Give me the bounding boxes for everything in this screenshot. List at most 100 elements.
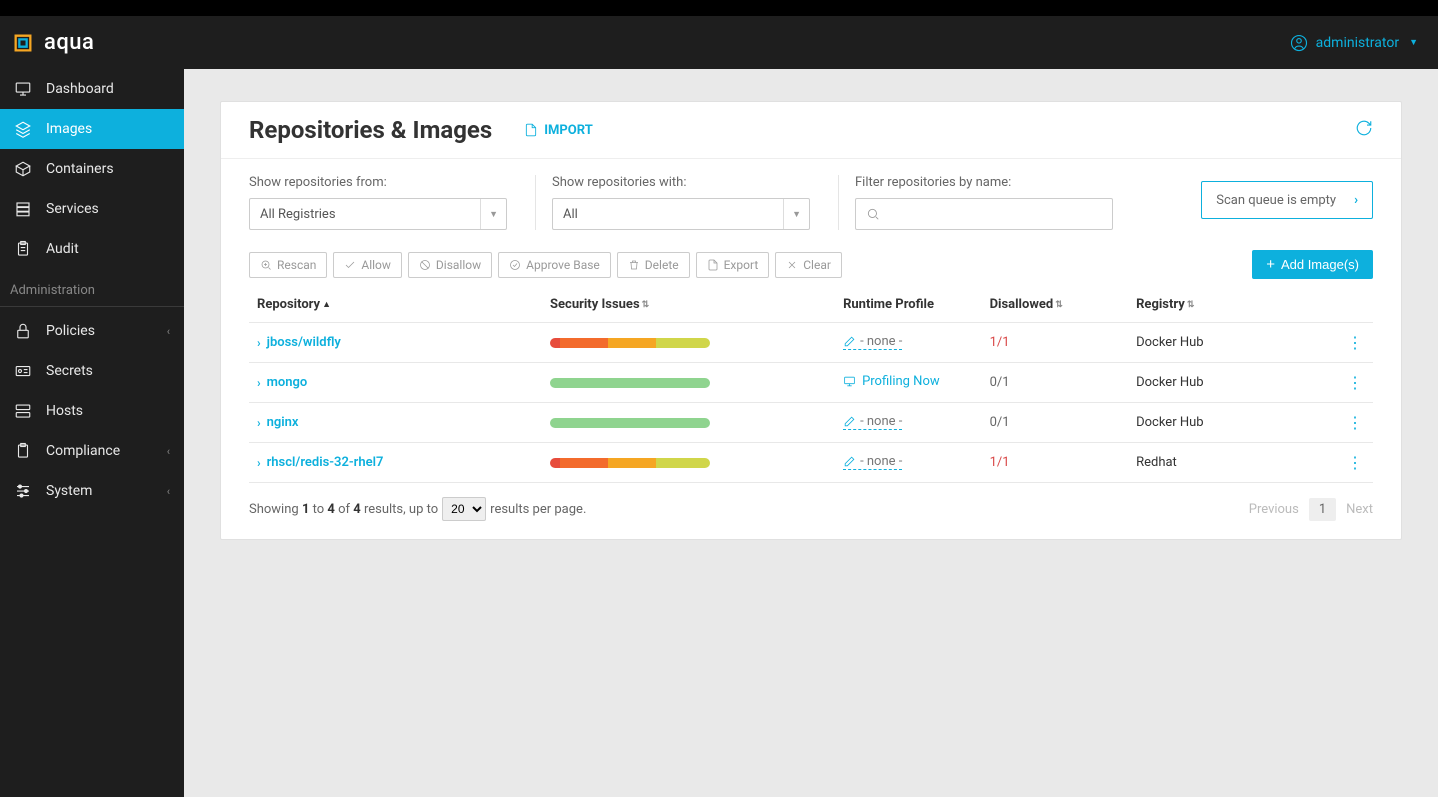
sidebar-item-label: Policies [46, 323, 95, 339]
sidebar-item-system[interactable]: System‹ [0, 471, 184, 511]
export-button[interactable]: Export [696, 252, 770, 278]
sidebar: DashboardImagesContainersServicesAudit A… [0, 69, 184, 797]
monitor-icon [14, 80, 32, 98]
runtime-none[interactable]: - none - [843, 454, 902, 470]
runtime-none[interactable]: - none - [843, 334, 902, 350]
repo-link[interactable]: ›rhscl/redis-32-rhel7 [257, 455, 534, 470]
disallow-button[interactable]: Disallow [408, 252, 492, 278]
chevron-left-icon: ‹ [167, 445, 170, 458]
ban-icon [419, 259, 431, 271]
edit-icon [843, 335, 856, 348]
paste-icon [14, 442, 32, 460]
sidebar-item-hosts[interactable]: Hosts [0, 391, 184, 431]
chevron-right-icon: › [257, 336, 261, 350]
approve-base-button[interactable]: Approve Base [498, 252, 611, 278]
rescan-button[interactable]: Rescan [249, 252, 327, 278]
sort-icon: ⇅ [642, 300, 650, 310]
sidebar-item-label: Dashboard [46, 81, 114, 97]
zoom-icon [260, 259, 272, 271]
kebab-icon: ⋮ [1347, 373, 1363, 392]
user-label: administrator [1316, 35, 1399, 51]
refresh-button[interactable] [1355, 119, 1373, 141]
disallowed-value: 1/1 [990, 455, 1010, 470]
plus-icon: + [1266, 257, 1275, 272]
next-page-button[interactable]: Next [1346, 502, 1373, 517]
row-menu-button[interactable]: ⋮ [1337, 323, 1373, 363]
dropdown-arrow-icon: ▼ [783, 199, 801, 229]
filter-name-label: Filter repositories by name: [855, 175, 1113, 190]
file-icon [707, 259, 719, 271]
repositories-table: Repository▲ Security Issues⇅ Runtime Pro… [249, 289, 1373, 483]
sidebar-item-label: Services [46, 201, 99, 217]
logo-icon [12, 32, 34, 54]
repo-link[interactable]: ›jboss/wildfly [257, 335, 534, 350]
clipboard-icon [14, 240, 32, 258]
runtime-profiling[interactable]: Profiling Now [843, 374, 940, 389]
lock-icon [14, 322, 32, 340]
repo-link[interactable]: ›mongo [257, 375, 534, 390]
table-row: ›nginx- none -0/1Docker Hub⋮ [249, 403, 1373, 443]
col-repository[interactable]: Repository▲ [249, 289, 542, 323]
sidebar-divider [0, 306, 184, 307]
table-row: ›mongo Profiling Now 0/1 Docker Hub ⋮ [249, 363, 1373, 403]
sidebar-item-dashboard[interactable]: Dashboard [0, 69, 184, 109]
col-runtime[interactable]: Runtime Profile [835, 289, 982, 323]
import-button[interactable]: IMPORT [524, 123, 593, 138]
row-menu-button[interactable]: ⋮ [1337, 363, 1373, 403]
allow-button[interactable]: Allow [333, 252, 402, 278]
main-content: Repositories & Images IMPORT Show reposi… [184, 69, 1438, 797]
sidebar-item-images[interactable]: Images [0, 109, 184, 149]
sidebar-item-containers[interactable]: Containers [0, 149, 184, 189]
filter-from-label: Show repositories from: [249, 175, 507, 190]
registry-value: Docker Hub [1128, 363, 1337, 403]
pager-meta: Showing 1 to 4 of 4 results, up to [249, 502, 438, 517]
kebab-icon: ⋮ [1347, 453, 1363, 472]
filter-name-input[interactable] [855, 198, 1113, 230]
chevron-right-icon: › [257, 456, 261, 470]
kebab-icon: ⋮ [1347, 413, 1363, 432]
sidebar-item-policies[interactable]: Policies ‹ [0, 311, 184, 351]
prev-page-button[interactable]: Previous [1249, 502, 1299, 517]
row-menu-button[interactable]: ⋮ [1337, 403, 1373, 443]
select-registries[interactable]: All Registries ▼ [249, 198, 507, 230]
col-registry[interactable]: Registry⇅ [1128, 289, 1337, 323]
stack-icon [14, 200, 32, 218]
filter-with: Show repositories with: All ▼ [552, 175, 839, 230]
results-per-page-select[interactable]: 20 [442, 497, 486, 521]
runtime-none[interactable]: - none - [843, 414, 902, 430]
sidebar-item-services[interactable]: Services [0, 189, 184, 229]
monitor-icon [843, 375, 856, 388]
add-images-button[interactable]: +Add Image(s) [1252, 250, 1373, 279]
table-row: ›rhscl/redis-32-rhel7- none -1/1Redhat⋮ [249, 443, 1373, 483]
registry-value: Docker Hub [1128, 323, 1337, 363]
current-page: 1 [1309, 498, 1336, 521]
delete-button[interactable]: Delete [617, 252, 690, 278]
edit-icon [843, 455, 856, 468]
chevron-left-icon: ‹ [167, 325, 170, 338]
select-with[interactable]: All ▼ [552, 198, 810, 230]
disallowed-value: 0/1 [990, 415, 1010, 430]
chevron-left-icon: ‹ [167, 485, 170, 498]
sidebar-item-secrets[interactable]: Secrets [0, 351, 184, 391]
clear-button[interactable]: Clear [775, 252, 842, 278]
col-disallowed[interactable]: Disallowed⇅ [982, 289, 1129, 323]
sidebar-item-audit[interactable]: Audit [0, 229, 184, 269]
col-security[interactable]: Security Issues⇅ [542, 289, 835, 323]
sidebar-item-compliance[interactable]: Compliance‹ [0, 431, 184, 471]
scan-queue-button[interactable]: Scan queue is empty › [1201, 181, 1373, 219]
severity-bar [550, 418, 710, 428]
repo-link[interactable]: ›nginx [257, 415, 534, 430]
row-menu-button[interactable]: ⋮ [1337, 443, 1373, 483]
app-header: aqua administrator ▼ [0, 16, 1438, 69]
disallowed-value: 0/1 [990, 375, 1010, 390]
import-icon [524, 123, 538, 137]
sort-asc-icon: ▲ [322, 300, 331, 310]
chevron-right-icon: › [1354, 193, 1358, 208]
user-menu[interactable]: administrator ▼ [1290, 34, 1418, 52]
brand-logo[interactable]: aqua [12, 30, 94, 55]
sidebar-item-label: Images [46, 121, 92, 137]
check-circle-icon [509, 259, 521, 271]
chevron-right-icon: › [257, 416, 261, 430]
disallowed-value: 1/1 [990, 335, 1010, 350]
check-icon [344, 259, 356, 271]
